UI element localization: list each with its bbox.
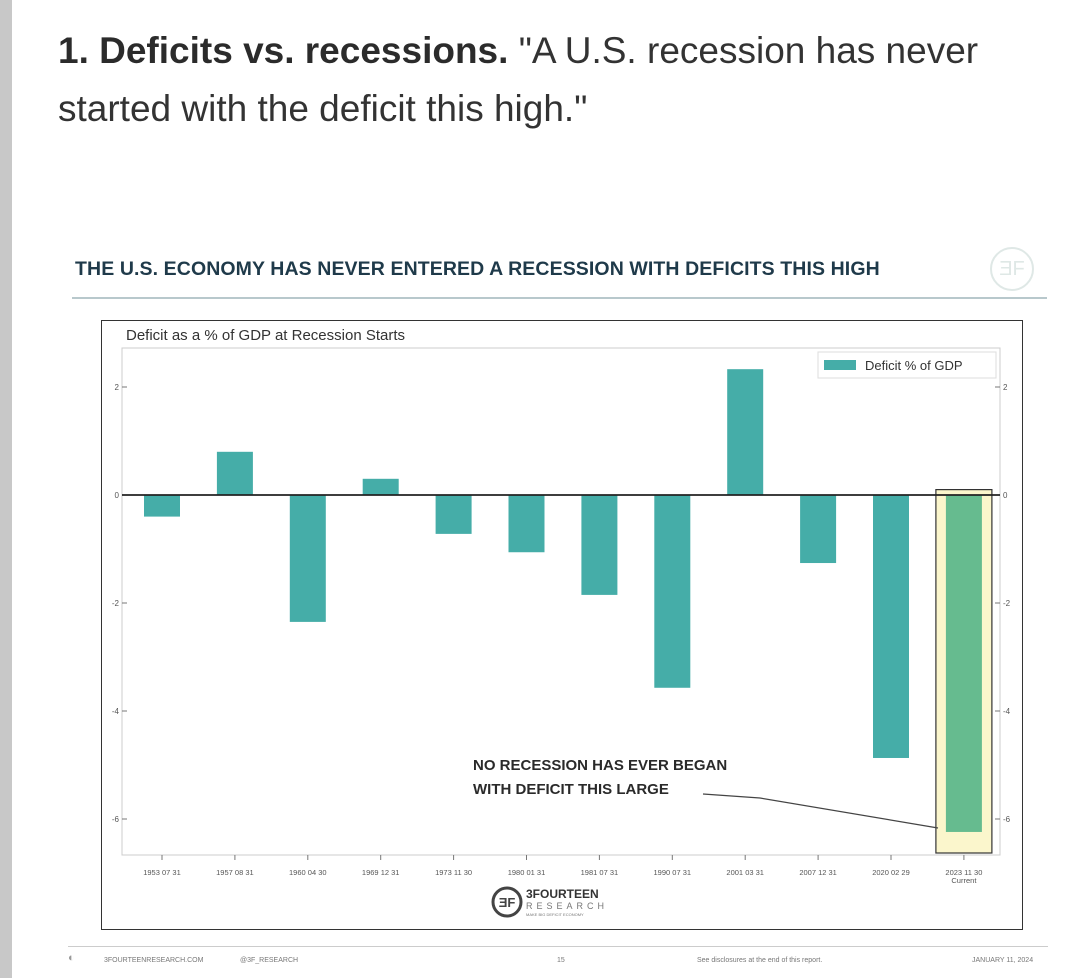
bar-2023-11-30 — [945, 495, 982, 832]
footer-date: JANUARY 11, 2024 — [972, 957, 1034, 964]
bar-1960-04-30 — [289, 495, 326, 622]
x-tick-label: 1957 08 31 — [216, 868, 254, 877]
y-tick-label-right: 0 — [1003, 491, 1008, 500]
x-tick-label: 1960 04 30 — [289, 868, 327, 877]
chart-subtitle: Deficit as a % of GDP at Recession Start… — [126, 327, 405, 344]
legend-label: Deficit % of GDP — [865, 358, 963, 373]
footer-logo-icon: ◐ — [68, 952, 75, 964]
y-tick-label-left: 0 — [115, 491, 120, 500]
x-tick-label: 2007 12 31 — [799, 868, 837, 877]
bar-1957-08-31 — [216, 451, 253, 495]
annotation-line-1: NO RECESSION HAS EVER BEGAN — [473, 757, 727, 774]
x-tick-label: 1973 11 30 — [435, 868, 472, 877]
logo-sub: RESEARCH — [526, 901, 608, 911]
x-tick-label: 1969 12 31 — [362, 868, 400, 877]
watermark-logo-icon: ƎF — [990, 247, 1034, 291]
heading-quote: "A U.S. recession has never started with… — [58, 30, 979, 129]
x-tick-sublabel: Current — [951, 876, 977, 885]
footer-disclosure: See disclosures at the end of this repor… — [697, 957, 823, 964]
bar-2007-12-31 — [800, 495, 837, 564]
y-tick-label-right: -6 — [1003, 815, 1011, 824]
legend-swatch — [824, 360, 856, 370]
bar-1981-07-31 — [581, 495, 618, 595]
bar-1990-07-31 — [654, 495, 691, 688]
section-heading: 1. Deficits vs. recessions. "A U.S. rece… — [58, 22, 1048, 138]
footer-page: 15 — [557, 957, 565, 964]
bar-2020-02-29 — [873, 495, 909, 758]
y-tick-label-right: 2 — [1003, 383, 1008, 392]
logo-mark: ƎF — [499, 895, 516, 910]
bar-2001-03-31 — [727, 369, 764, 495]
chart-frame — [101, 320, 1023, 930]
x-tick-label: 2001 03 31 — [726, 868, 764, 877]
y-tick-label-left: -2 — [112, 599, 120, 608]
logo-tagline: MAKE BIG DEFICIT ECONOMY — [526, 912, 584, 917]
footer-site: 3FOURTEENRESEARCH.COM — [104, 957, 204, 964]
y-tick-label-right: -2 — [1003, 599, 1011, 608]
logo-name: 3FOURTEEN — [526, 887, 599, 901]
heading-bold: 1. Deficits vs. recessions. — [58, 30, 509, 71]
bar-1969-12-31 — [362, 478, 399, 495]
x-tick-label: 2023 11 30 — [945, 868, 982, 877]
x-tick-label: 1981 07 31 — [581, 868, 619, 877]
y-tick-label-left: -4 — [112, 707, 120, 716]
plot-area — [121, 347, 1001, 856]
footer-handle: @3F_RESEARCH — [240, 957, 299, 964]
title-divider — [72, 297, 1047, 299]
annotation-pointer — [702, 793, 939, 829]
footer-divider — [68, 946, 1048, 947]
left-edge-bar — [0, 0, 12, 978]
3fourteen-logo-icon — [491, 886, 523, 918]
annotation-line-2: WITH DEFICIT THIS LARGE — [473, 781, 669, 798]
y-tick-label-right: -4 — [1003, 707, 1011, 716]
x-tick-label: 1980 01 31 — [508, 868, 546, 877]
y-tick-label-left: 2 — [115, 383, 120, 392]
bar-1973-11-30 — [435, 495, 472, 534]
x-tick-label: 1953 07 31 — [143, 868, 181, 877]
y-tick-label-left: -6 — [112, 815, 120, 824]
bar-1980-01-31 — [508, 495, 545, 553]
x-tick-label: 1990 07 31 — [654, 868, 692, 877]
chart-banner-title: THE U.S. ECONOMY HAS NEVER ENTERED A REC… — [75, 258, 880, 280]
x-tick-label: 2020 02 29 — [872, 868, 910, 877]
bar-1953-07-31 — [144, 495, 180, 517]
